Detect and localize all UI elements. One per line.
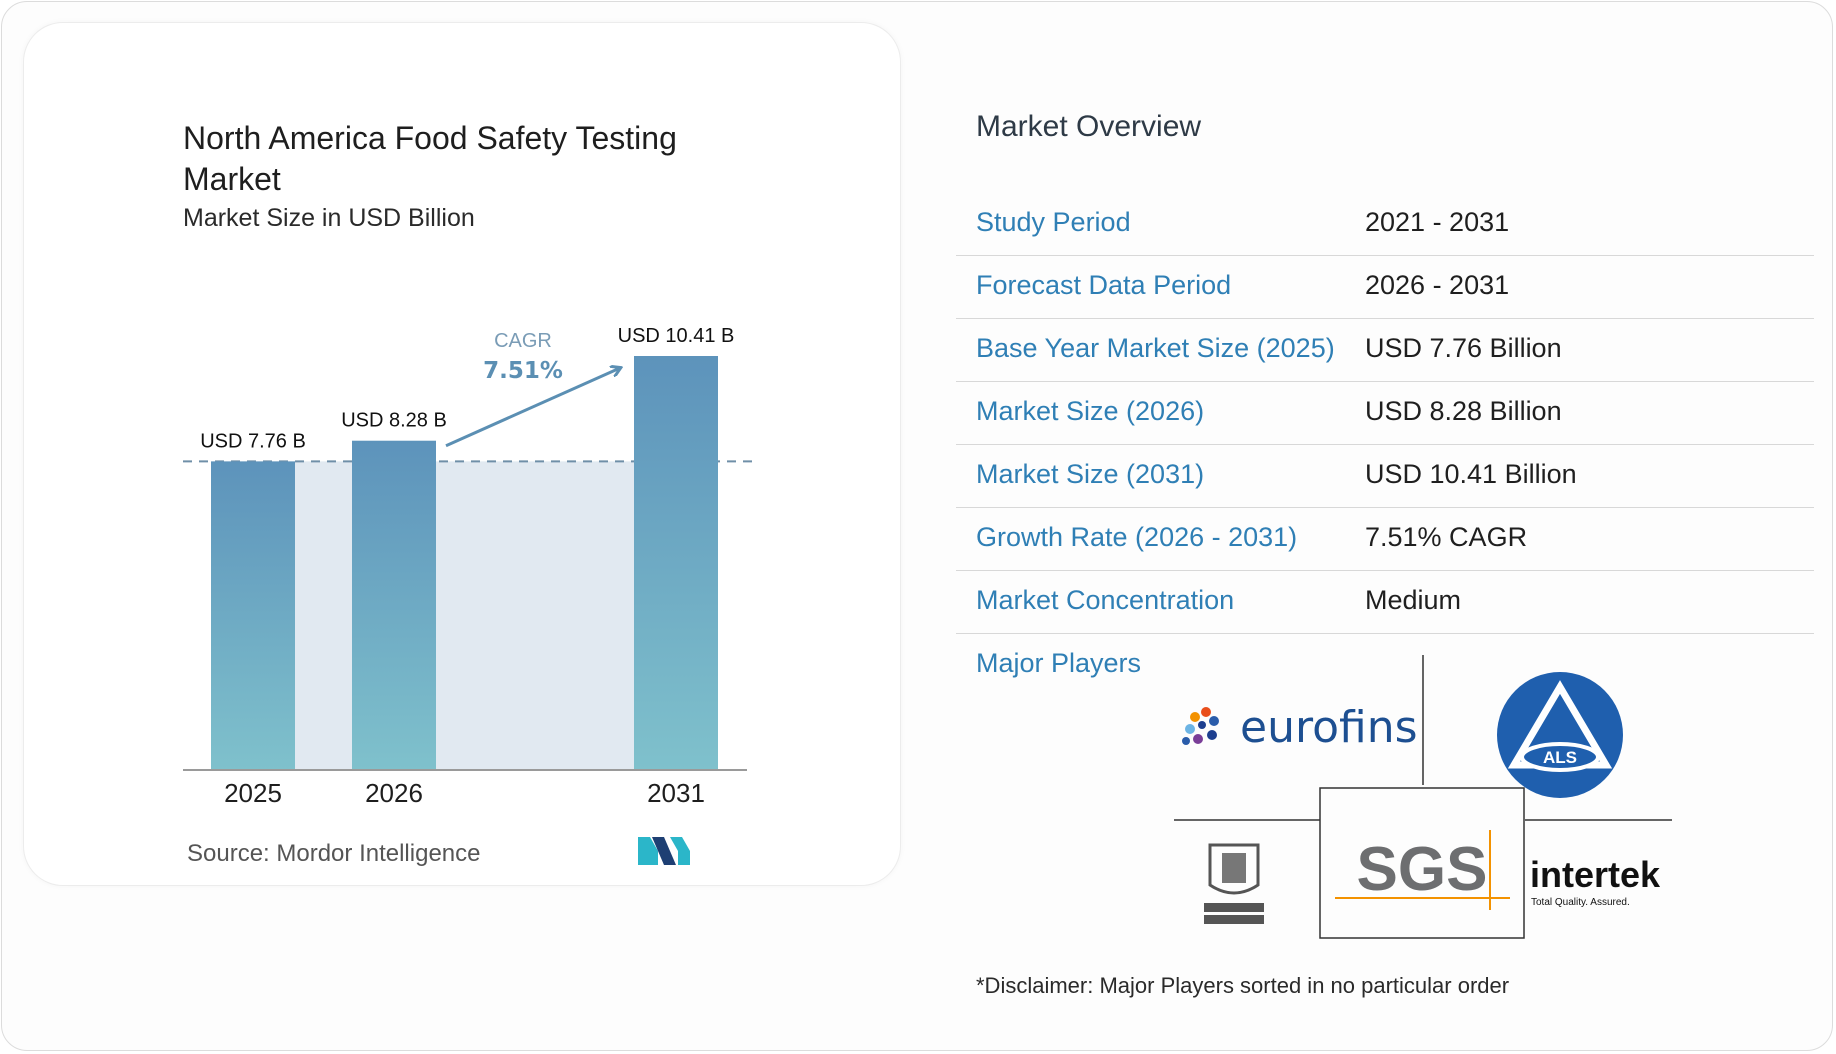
- row-value: USD 10.41 Billion: [1365, 459, 1577, 489]
- intertek-wordmark: intertek: [1530, 854, 1661, 895]
- als-wordmark: ALS: [1543, 748, 1577, 767]
- row-key: Study Period: [976, 207, 1131, 237]
- bureau-veritas-logo: [1204, 843, 1264, 924]
- row-key: Market Size (2031): [976, 459, 1205, 489]
- major-players-logos: eurofins ALS SGS intertek Total Quality.…: [1174, 655, 1672, 939]
- sgs-logo: SGS: [1335, 830, 1510, 910]
- source-note: Source: Mordor Intelligence: [187, 840, 481, 867]
- market-overview-title: Market Overview: [976, 110, 1202, 143]
- intertek-tagline: Total Quality. Assured.: [1531, 897, 1630, 908]
- eurofins-wordmark: eurofins: [1240, 702, 1418, 753]
- row-value: 2021 - 2031: [1365, 207, 1510, 237]
- baseline-band: [211, 461, 718, 770]
- row-value: 2026 - 2031: [1365, 270, 1510, 300]
- table-row: Market Size (2031) USD 10.41 Billion: [956, 445, 1814, 508]
- data-label-2031: USD 10.41 B: [618, 325, 735, 347]
- als-logo: ALS: [1497, 672, 1623, 798]
- bar-2031: [634, 356, 718, 770]
- row-key: Growth Rate (2026 - 2031): [976, 522, 1298, 552]
- row-value: USD 7.76 Billion: [1365, 333, 1562, 363]
- row-key: Market Concentration: [976, 585, 1235, 615]
- cagr-arrow: [445, 368, 620, 448]
- row-value: 7.51% CAGR: [1365, 522, 1528, 552]
- mordor-intelligence-logo: [638, 837, 690, 865]
- sgs-wordmark: SGS: [1357, 835, 1488, 904]
- x-tick-2026: 2026: [365, 778, 423, 808]
- eurofins-logo: eurofins: [1182, 702, 1418, 753]
- table-row: Market Concentration Medium: [956, 571, 1814, 634]
- row-value: Medium: [1365, 585, 1462, 615]
- row-key: Market Size (2026): [976, 396, 1205, 426]
- row-key: Forecast Data Period: [976, 270, 1232, 300]
- bar-chart: USD 7.76 B 2025 USD 8.28 B 2026 USD 10.41 B 2…: [183, 325, 752, 808]
- major-players-label: Major Players: [976, 648, 1142, 678]
- data-label-2026: USD 8.28 B: [341, 410, 447, 432]
- chart-subtitle: Market Size in USD Billion: [183, 204, 475, 232]
- disclaimer: *Disclaimer: Major Players sorted in no …: [976, 973, 1510, 998]
- cagr-label: CAGR: [494, 330, 552, 352]
- bar-2026: [352, 440, 436, 770]
- table-row: Study Period 2021 - 2031: [956, 193, 1814, 256]
- overview-table: Study Period 2021 - 2031 Forecast Data Pe…: [956, 193, 1814, 634]
- bar-2025: [211, 461, 295, 770]
- data-label-2025: USD 7.76 B: [200, 430, 306, 452]
- x-tick-2031: 2031: [647, 778, 705, 808]
- intertek-logo: intertek Total Quality. Assured.: [1530, 854, 1661, 908]
- chart-title: North America Food Safety Testing Market: [183, 120, 677, 197]
- cagr-value: 7.51%: [483, 358, 563, 384]
- table-row: Growth Rate (2026 - 2031) 7.51% CAGR: [956, 508, 1814, 571]
- table-row: Base Year Market Size (2025) USD 7.76 Bil…: [956, 319, 1814, 382]
- table-row: Forecast Data Period 2026 - 2031: [956, 256, 1814, 319]
- table-row: Market Size (2026) USD 8.28 Billion: [956, 382, 1814, 445]
- row-key: Base Year Market Size (2025): [976, 333, 1335, 363]
- x-tick-2025: 2025: [224, 778, 282, 808]
- row-value: USD 8.28 Billion: [1365, 396, 1562, 426]
